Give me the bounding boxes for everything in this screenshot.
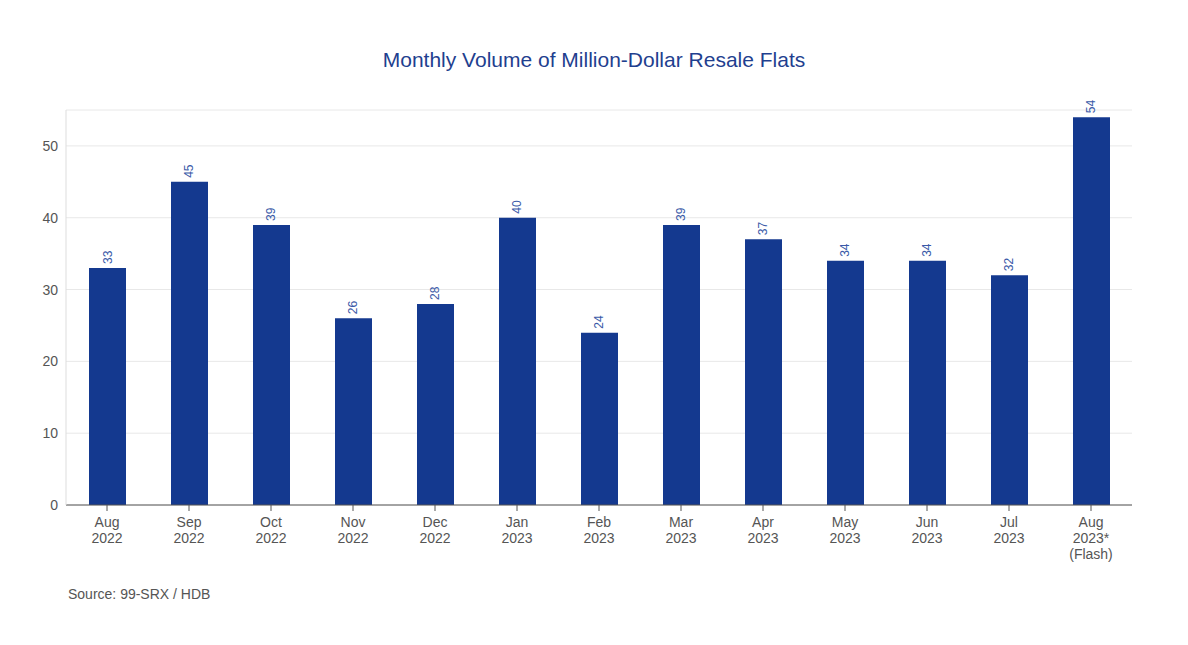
svg-text:Apr2023: Apr2023 [747,514,778,546]
svg-text:54: 54 [1085,100,1099,114]
svg-text:40: 40 [42,210,58,226]
svg-text:34: 34 [921,243,935,257]
svg-text:39: 39 [265,207,279,221]
svg-text:39: 39 [675,207,689,221]
svg-text:Jan2023: Jan2023 [501,514,532,546]
svg-text:Aug2022: Aug2022 [91,514,122,546]
svg-text:Oct2022: Oct2022 [255,514,286,546]
svg-text:50: 50 [42,138,58,154]
svg-text:33: 33 [101,250,115,264]
svg-text:Jun2023: Jun2023 [911,514,942,546]
svg-text:24: 24 [593,315,607,329]
svg-text:May2023: May2023 [829,514,860,546]
svg-text:28: 28 [429,286,443,300]
svg-text:0: 0 [50,497,58,513]
svg-text:30: 30 [42,282,58,298]
svg-text:Aug2023*(Flash): Aug2023*(Flash) [1069,514,1113,562]
svg-text:Dec2022: Dec2022 [419,514,450,546]
svg-text:34: 34 [839,243,853,257]
svg-text:26: 26 [347,301,361,315]
svg-text:20: 20 [42,353,58,369]
html-text:Monthly Volume of Million-Doll: Monthly Volume of Million-Dollar Resale … [382,48,806,71]
svg-text:45: 45 [183,164,197,178]
svg-text:32: 32 [1003,258,1017,272]
svg-text:Jul2023: Jul2023 [993,514,1024,546]
html-text:Source: 99-SRX / HDB: Source: 99-SRX / HDB [68,586,211,602]
svg-text:40: 40 [511,200,525,214]
svg-text:Mar2023: Mar2023 [665,514,696,546]
svg-text:Nov2022: Nov2022 [337,514,368,546]
svg-text:10: 10 [42,425,58,441]
svg-text:Sep2022: Sep2022 [173,514,204,546]
svg-text:Feb2023: Feb2023 [583,514,614,546]
svg-text:37: 37 [757,222,771,236]
